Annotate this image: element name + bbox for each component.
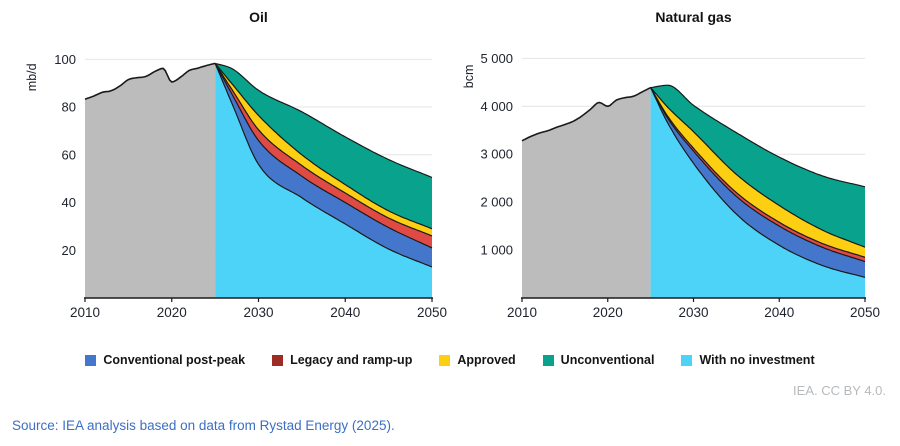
legend-item-unconventional: Unconventional bbox=[542, 353, 655, 367]
chart-title: Oil bbox=[249, 9, 268, 25]
y-tick-label: 5 000 bbox=[480, 51, 513, 66]
x-tick-label: 2020 bbox=[593, 305, 623, 320]
band-with-no-investment bbox=[215, 63, 432, 299]
x-tick-label: 2030 bbox=[243, 305, 273, 320]
x-tick-label: 2010 bbox=[507, 305, 537, 320]
band-line-unconventional bbox=[650, 84, 866, 188]
band-unconventional bbox=[215, 63, 432, 229]
iea-license-note: IEA. CC BY 4.0. bbox=[793, 383, 886, 398]
historical-line bbox=[84, 62, 216, 100]
x-tick-label: 2050 bbox=[417, 305, 447, 320]
y-tick-label: 2 000 bbox=[480, 195, 513, 210]
band-conventional-post-peak bbox=[650, 87, 865, 278]
y-axis-unit-label: bcm bbox=[462, 65, 476, 89]
band-legacy-and-ramp-up bbox=[215, 63, 432, 248]
legend-label: Unconventional bbox=[560, 353, 655, 367]
legend-swatch-approved bbox=[439, 354, 451, 366]
legend-item-with-no-investment: With no investment bbox=[681, 353, 815, 367]
x-tick-label: 2050 bbox=[850, 305, 880, 320]
legend-item-conventional-post-peak: Conventional post-peak bbox=[85, 353, 245, 367]
legend-label: Legacy and ramp-up bbox=[290, 353, 413, 367]
y-tick-label: 100 bbox=[54, 52, 76, 67]
chart-title: Natural gas bbox=[655, 9, 731, 25]
historical-line bbox=[521, 86, 651, 142]
x-tick-label: 2020 bbox=[157, 305, 187, 320]
source-note: Source: IEA analysis based on data from … bbox=[12, 418, 395, 433]
charts-row: 2010 2020 2030 2040 2050 20 40 60 80 100 mb/d Oil 2… bbox=[25, 9, 880, 320]
band-line-approved bbox=[650, 87, 866, 248]
band-line-legacy-and-ramp-up bbox=[214, 63, 433, 237]
band-conventional-post-peak bbox=[215, 63, 432, 268]
y-tick-label: 40 bbox=[62, 195, 76, 210]
x-tick-label: 2030 bbox=[678, 305, 708, 320]
x-tick-label: 2040 bbox=[764, 305, 794, 320]
legend-swatch-with-no-investment bbox=[681, 354, 693, 366]
natural-gas-chart: 2010 2020 2030 2040 2050 1 000 2 000 3 000 4 000… bbox=[462, 9, 880, 320]
y-tick-label: 3 000 bbox=[480, 147, 513, 162]
legend-label: Approved bbox=[457, 353, 516, 367]
band-line-legacy-and-ramp-up bbox=[650, 87, 866, 258]
historical-area bbox=[85, 63, 216, 299]
band-line-with-no-investment bbox=[214, 63, 433, 268]
band-approved bbox=[650, 87, 865, 258]
y-tick-label: 80 bbox=[62, 100, 76, 115]
legend-item-legacy-and-ramp-up: Legacy and ramp-up bbox=[272, 353, 412, 367]
y-tick-label: 20 bbox=[62, 243, 76, 258]
band-with-no-investment bbox=[650, 87, 865, 298]
y-tick-label: 4 000 bbox=[480, 99, 513, 114]
band-line-with-no-investment bbox=[650, 87, 866, 278]
legend-swatch-conventional-post-peak bbox=[85, 354, 97, 366]
legend-label: Conventional post-peak bbox=[103, 353, 246, 367]
legend-label: With no investment bbox=[699, 353, 815, 367]
band-line-conventional-post-peak bbox=[650, 87, 866, 263]
band-unconventional bbox=[650, 85, 865, 248]
legend-item-approved: Approved bbox=[439, 353, 516, 367]
band-line-approved bbox=[214, 63, 433, 230]
band-line-unconventional bbox=[214, 62, 433, 179]
x-tick-label: 2010 bbox=[70, 305, 100, 320]
legend-swatch-unconventional bbox=[542, 354, 554, 366]
band-line-conventional-post-peak bbox=[214, 63, 433, 249]
y-axis-unit-label: mb/d bbox=[25, 63, 39, 91]
legend-swatch-legacy-and-ramp-up bbox=[272, 354, 284, 366]
y-tick-label: 60 bbox=[62, 147, 76, 162]
x-tick-label: 2040 bbox=[330, 305, 360, 320]
y-tick-label: 1 000 bbox=[480, 243, 513, 258]
historical-area bbox=[522, 87, 651, 298]
legend: Conventional post-peak Legacy and ramp-up… bbox=[0, 353, 900, 367]
